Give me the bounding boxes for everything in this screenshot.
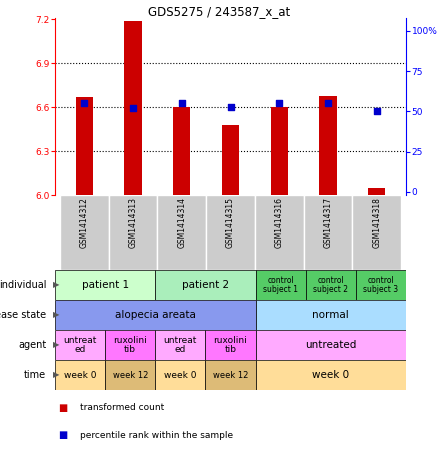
Text: ruxolini
tib: ruxolini tib (113, 336, 147, 354)
Point (276, 100, 283, 107)
Bar (105, 330, 155, 360)
Text: control
subject 2: control subject 2 (313, 275, 348, 294)
Point (227, 103, 234, 110)
Bar (173, 107, 190, 195)
Text: week 0: week 0 (164, 371, 197, 380)
Text: normal: normal (312, 310, 349, 320)
Text: patient 1: patient 1 (81, 280, 129, 290)
Text: alopecia areata: alopecia areata (115, 310, 196, 320)
Text: percentile rank within the sample: percentile rank within the sample (80, 431, 233, 440)
Text: GSM1414314: GSM1414314 (177, 197, 186, 248)
Text: ■: ■ (59, 430, 68, 440)
Bar (55, 360, 105, 390)
Text: week 12: week 12 (213, 371, 248, 380)
Text: GSM1414317: GSM1414317 (324, 197, 332, 248)
Text: disease state: disease state (0, 310, 46, 320)
Text: GSM1414316: GSM1414316 (275, 197, 284, 248)
Bar (271, 107, 288, 195)
Bar (55, 330, 105, 360)
Bar (155, 360, 205, 390)
Bar (155, 330, 205, 360)
Text: time: time (24, 370, 46, 380)
Text: ▶: ▶ (53, 341, 59, 350)
Bar (255, 300, 406, 330)
Bar (306, 270, 356, 300)
Text: individual: individual (0, 280, 46, 290)
Text: week 12: week 12 (113, 371, 148, 380)
Bar (255, 330, 406, 360)
Bar (255, 270, 306, 300)
Text: untreat
ed: untreat ed (164, 336, 197, 354)
Point (81, 100, 88, 107)
Bar (124, 21, 141, 195)
Bar (155, 270, 255, 300)
Text: ■: ■ (59, 403, 68, 413)
Bar (356, 270, 406, 300)
Point (130, 105, 137, 112)
Bar (157, 195, 206, 270)
Bar (55, 270, 155, 300)
Bar (205, 360, 255, 390)
Text: control
subject 3: control subject 3 (364, 275, 399, 294)
Text: ▶: ▶ (53, 280, 59, 289)
Bar (76, 97, 93, 195)
Text: ruxolini
tib: ruxolini tib (214, 336, 247, 354)
Text: GSM1414313: GSM1414313 (128, 197, 138, 248)
Text: agent: agent (18, 340, 46, 350)
Bar (105, 360, 155, 390)
Bar (205, 330, 255, 360)
Text: untreat
ed: untreat ed (64, 336, 97, 354)
Point (325, 100, 332, 107)
Text: week 0: week 0 (64, 371, 96, 380)
Text: week 0: week 0 (312, 370, 350, 380)
Text: GSM1414312: GSM1414312 (80, 197, 89, 248)
Point (178, 100, 185, 107)
Bar (319, 96, 336, 195)
Text: ▶: ▶ (53, 371, 59, 380)
Bar (206, 195, 255, 270)
Text: GSM1414318: GSM1414318 (372, 197, 381, 248)
Text: GDS5275 / 243587_x_at: GDS5275 / 243587_x_at (148, 5, 290, 18)
Text: control
subject 1: control subject 1 (263, 275, 298, 294)
Point (373, 108, 380, 115)
Bar (55, 300, 255, 330)
Text: patient 2: patient 2 (182, 280, 229, 290)
Bar (222, 125, 239, 195)
Bar (368, 188, 385, 195)
Text: GSM1414315: GSM1414315 (226, 197, 235, 248)
Bar (255, 360, 406, 390)
Bar (304, 195, 353, 270)
Text: untreated: untreated (305, 340, 357, 350)
Bar (353, 195, 401, 270)
Text: transformed count: transformed count (80, 403, 164, 412)
Bar (255, 195, 304, 270)
Text: ▶: ▶ (53, 310, 59, 319)
Bar (109, 195, 157, 270)
Bar (60, 195, 109, 270)
